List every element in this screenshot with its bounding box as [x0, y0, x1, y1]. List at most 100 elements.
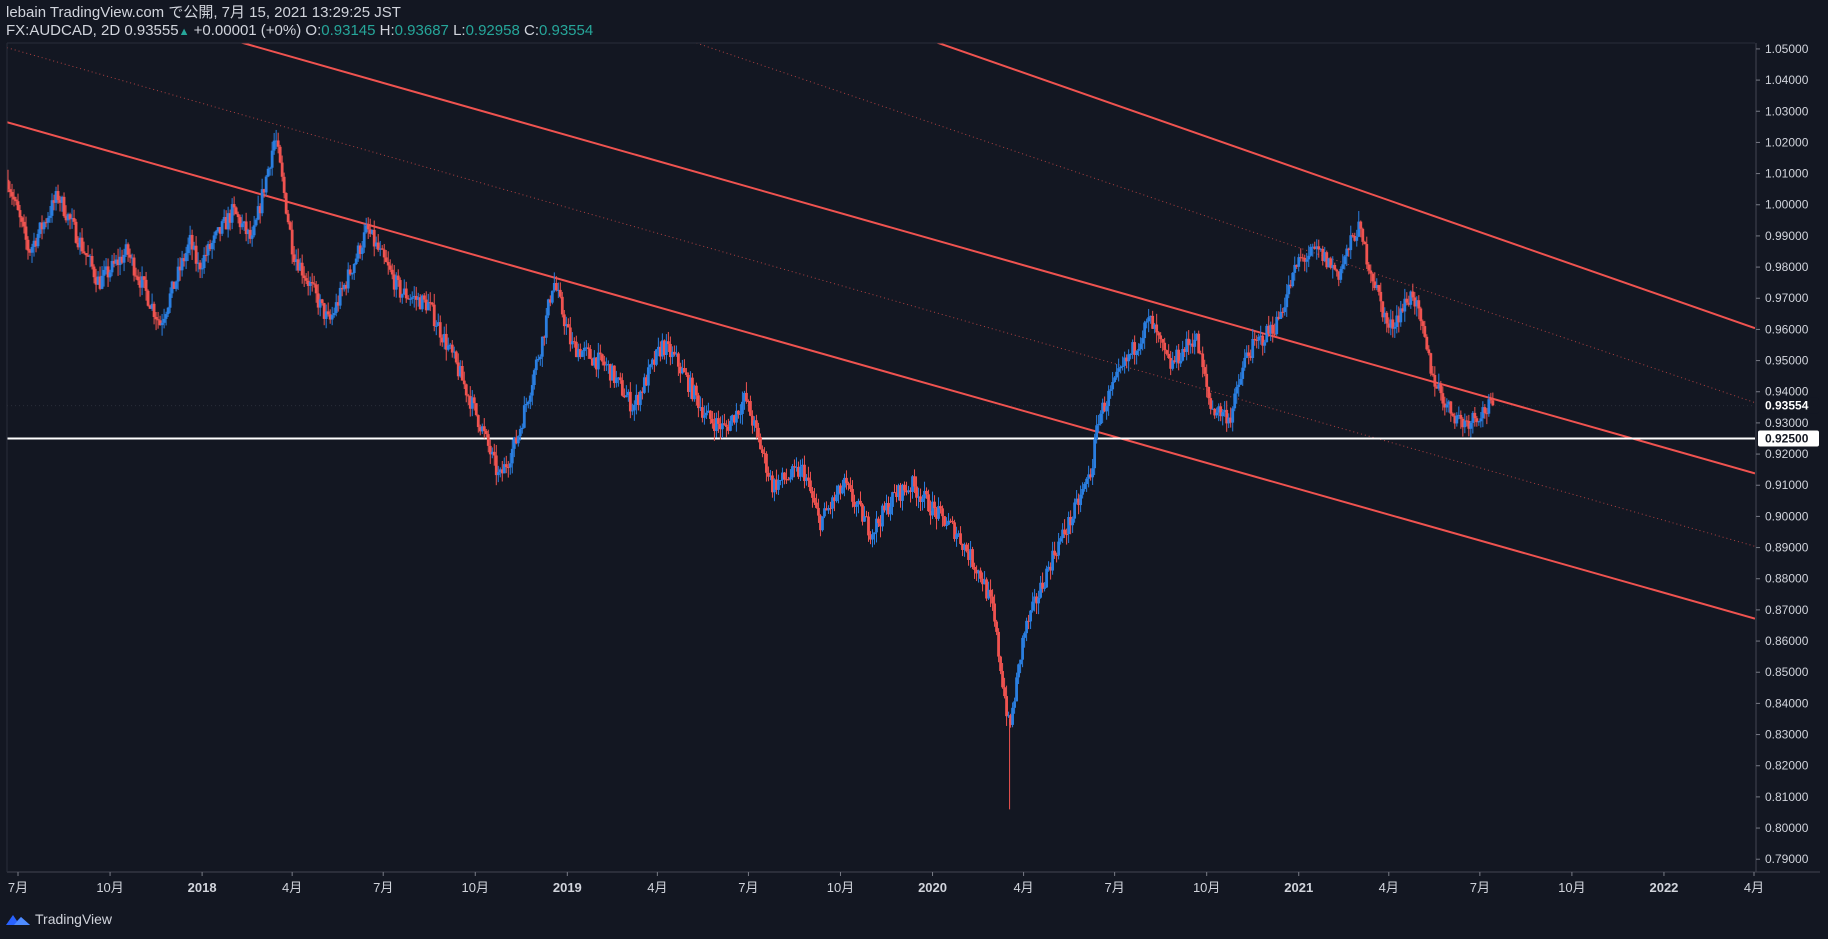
- candle-body: [632, 404, 636, 411]
- candle-body: [1051, 550, 1054, 571]
- time-tick-label: 2020: [918, 880, 947, 895]
- candle-body: [713, 423, 716, 432]
- candle-body: [412, 295, 416, 298]
- candle-body: [967, 551, 970, 560]
- candle-body: [1213, 408, 1217, 416]
- candle-body: [468, 396, 472, 409]
- candle-body: [771, 475, 774, 493]
- candle-body: [1407, 302, 1411, 305]
- footer: TradingView: [5, 911, 112, 927]
- brand-label[interactable]: TradingView: [35, 911, 113, 927]
- price-tick-label: 0.90000: [1765, 509, 1809, 523]
- candle-body: [470, 397, 474, 409]
- candle-body: [32, 240, 36, 248]
- candle-body: [977, 570, 980, 574]
- candle-body: [1351, 235, 1355, 237]
- candle-body: [268, 167, 272, 169]
- candle-body: [436, 322, 440, 326]
- candle-body: [534, 359, 538, 371]
- candle-body: [1179, 360, 1183, 364]
- candle-body: [238, 217, 242, 228]
- candle-body: [869, 535, 872, 540]
- candle-body: [733, 415, 736, 423]
- last-price-label: 0.93554: [1765, 399, 1809, 413]
- candle-body: [1057, 541, 1061, 556]
- candle-body: [124, 244, 128, 255]
- candle-body: [815, 502, 818, 508]
- candle-body: [644, 377, 648, 386]
- candle-body: [945, 524, 948, 526]
- candle-body: [406, 298, 410, 300]
- candle-body: [1155, 324, 1159, 333]
- horizontal-line-label: 0.92500: [1765, 431, 1809, 445]
- candle-body: [576, 348, 580, 358]
- candle-body: [1059, 538, 1063, 542]
- candle-body: [1393, 326, 1397, 329]
- candle-body: [648, 364, 652, 368]
- candle-body: [1123, 357, 1127, 366]
- candle-body: [408, 298, 412, 300]
- candle-body: [889, 506, 892, 515]
- candle-body: [791, 466, 794, 478]
- candle-body: [781, 472, 784, 481]
- price-tick-label: 1.03000: [1765, 104, 1809, 118]
- candle-body: [1449, 401, 1453, 414]
- candle-body: [779, 480, 782, 482]
- candle-body: [1391, 319, 1395, 329]
- trendline-3: [935, 43, 1755, 330]
- candle-body: [849, 485, 852, 489]
- candle-body: [692, 385, 696, 400]
- candle-body: [486, 434, 490, 446]
- candle-body: [1075, 498, 1079, 503]
- candle-body: [961, 543, 964, 550]
- candle-body: [891, 492, 894, 507]
- candle-body: [582, 347, 586, 352]
- candle-body: [1333, 264, 1337, 270]
- candle-body: [520, 427, 524, 430]
- candle-body: [172, 281, 176, 289]
- candle-body: [729, 420, 732, 431]
- candle-body: [1345, 248, 1349, 257]
- candle-body: [1313, 246, 1317, 249]
- candle-body: [670, 351, 674, 358]
- candle-body: [1197, 333, 1201, 354]
- candle-body: [931, 501, 934, 516]
- candle-body: [492, 451, 496, 456]
- candle-body: [622, 395, 626, 398]
- candle-body: [680, 368, 684, 374]
- candle-body: [1331, 264, 1335, 268]
- candle-body: [1019, 659, 1022, 665]
- candle-body: [560, 296, 564, 315]
- candle-body: [1163, 342, 1167, 351]
- candle-body: [614, 377, 618, 384]
- candle-body: [1183, 348, 1187, 353]
- candle-body: [885, 503, 888, 511]
- candle-body: [1233, 393, 1237, 409]
- candle-body: [1429, 353, 1433, 374]
- candle-body: [620, 380, 624, 396]
- candle-body: [62, 196, 66, 217]
- candle-body: [747, 400, 750, 402]
- candle-body: [1023, 633, 1026, 638]
- candle-body: [1073, 502, 1077, 519]
- candle-body: [528, 395, 532, 402]
- candle-body: [893, 492, 896, 494]
- candle-body: [895, 493, 898, 498]
- candle-body: [809, 480, 812, 492]
- candle-body: [148, 305, 152, 309]
- candle-body: [875, 518, 878, 533]
- symbol-interval[interactable]: FX:AUDCAD, 2D: [6, 22, 121, 39]
- candle-body: [18, 210, 22, 218]
- candle-body: [64, 216, 68, 221]
- candle-body: [1093, 439, 1097, 469]
- candle-body: [709, 410, 712, 419]
- price-tick-label: 0.87000: [1765, 603, 1809, 617]
- candle-body: [1337, 271, 1341, 280]
- candle-body: [819, 515, 822, 531]
- candle-body: [332, 313, 336, 316]
- candle-body: [248, 229, 252, 239]
- candle-body: [348, 269, 352, 275]
- high-label: H:: [379, 22, 395, 39]
- candle-body: [1135, 350, 1139, 355]
